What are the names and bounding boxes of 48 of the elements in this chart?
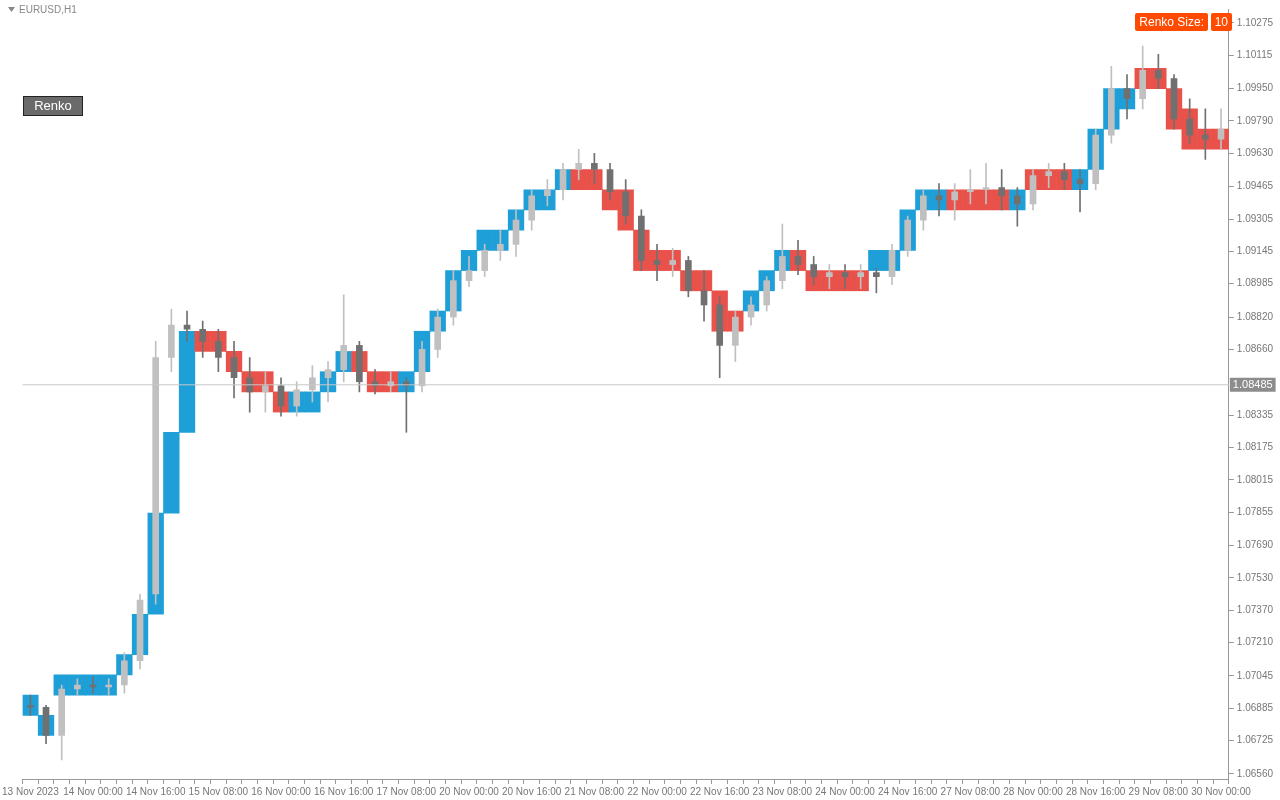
x-tick-label: 28 Nov 00:00	[1003, 785, 1064, 797]
x-tick-label: 20 Nov 16:00	[501, 785, 562, 797]
x-tick-label: 16 Nov 16:00	[313, 785, 374, 797]
y-tick-label: 1.07210	[1236, 636, 1274, 648]
y-tick-label: 1.07855	[1236, 505, 1274, 517]
y-tick-label: 1.06560	[1236, 767, 1274, 779]
x-tick-label: 22 Nov 16:00	[689, 785, 750, 797]
x-tick-label: 24 Nov 16:00	[877, 785, 938, 797]
x-tick-label: 30 Nov 00:00	[1191, 785, 1252, 797]
y-tick-label: 1.09305	[1236, 212, 1274, 224]
x-tick-label: 13 Nov 2023	[2, 785, 60, 797]
y-tick-label: 1.06725	[1236, 734, 1274, 746]
y-tick-label: 1.10275	[1236, 16, 1274, 28]
y-tick-label: 1.08985	[1236, 277, 1274, 289]
y-tick-label: 1.08015	[1236, 473, 1274, 485]
x-tick-label: 14 Nov 00:00	[63, 785, 124, 797]
y-tick-label: 1.09790	[1236, 114, 1274, 126]
y-tick-label: 1.08820	[1236, 310, 1274, 322]
x-tick-label: 23 Nov 08:00	[752, 785, 813, 797]
annotation: 10	[1210, 13, 1232, 31]
y-tick-label: 1.07690	[1236, 539, 1274, 551]
annotation: Renko	[23, 96, 83, 116]
y-tick-label: 1.07045	[1236, 669, 1274, 681]
x-tick-label: 27 Nov 08:00	[940, 785, 1001, 797]
x-tick-label: 15 Nov 08:00	[188, 785, 249, 797]
y-tick-label: 1.09465	[1236, 180, 1274, 192]
annotation: Renko Size:	[1135, 13, 1208, 31]
y-tick-label: 1.06885	[1236, 702, 1274, 713]
x-tick-label: 21 Nov 08:00	[564, 785, 625, 797]
ref-line-label: 1.08485	[1232, 377, 1273, 390]
y-tick-label: 1.07530	[1236, 571, 1274, 583]
x-tick-label: 22 Nov 00:00	[627, 785, 688, 797]
y-tick-label: 1.09145	[1236, 245, 1274, 257]
y-tick-label: 1.08175	[1236, 441, 1274, 453]
x-tick-label: 29 Nov 08:00	[1128, 785, 1189, 797]
y-tick-label: 1.08660	[1236, 343, 1274, 355]
x-tick-label: 14 Nov 16:00	[125, 785, 186, 797]
x-tick-label: 20 Nov 00:00	[439, 785, 500, 797]
y-tick-label: 1.07370	[1236, 603, 1274, 615]
x-tick-label: 24 Nov 00:00	[815, 785, 876, 797]
chart-title: EURUSD,H1	[19, 4, 77, 15]
y-tick-label: 1.08335	[1236, 408, 1274, 420]
y-tick-label: 1.09630	[1236, 147, 1274, 159]
x-tick-label: 17 Nov 08:00	[376, 785, 437, 797]
x-tick-label: 28 Nov 16:00	[1065, 785, 1126, 797]
y-tick-label: 1.10115	[1236, 49, 1273, 61]
y-tick-label: 1.09950	[1236, 82, 1274, 94]
x-tick-label: 16 Nov 00:00	[251, 785, 312, 797]
